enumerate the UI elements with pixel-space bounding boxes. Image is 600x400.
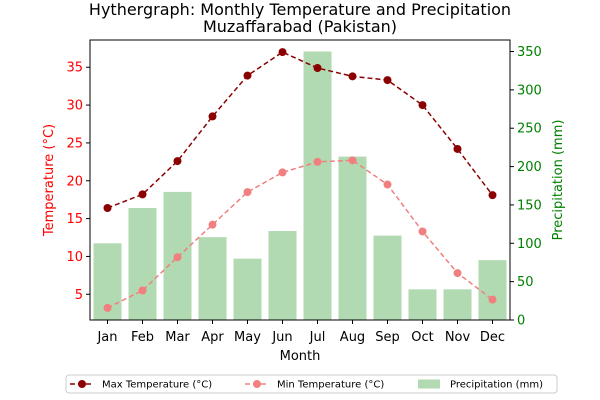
left-tick-label: 10 (66, 250, 83, 265)
right-tick-label: 350 (517, 45, 542, 60)
temperature-point (138, 286, 147, 295)
chart-subtitle: Muzaffarabad (Pakistan) (203, 17, 397, 36)
temperature-point (453, 144, 462, 153)
x-axis-label: Month (280, 349, 321, 364)
x-tick-label: Feb (131, 330, 154, 345)
x-tick-label: May (234, 330, 261, 345)
x-tick-label: Nov (445, 330, 471, 345)
legend-marker-swatch (78, 380, 86, 388)
legend-label: Min Temperature (°C) (277, 380, 384, 391)
temperature-point (103, 204, 112, 212)
precipitation-bar (373, 235, 402, 320)
x-axis: Jan Feb Mar Apr May Jun Jul Aug Sep Oct Nov Dec (96, 320, 505, 345)
temperature-point (418, 227, 427, 236)
chart-title: Hythergraph: Monthly Temperature and Pre… (89, 0, 511, 19)
temperature-point (313, 64, 322, 72)
x-tick-label: Jun (271, 330, 292, 345)
temperature-point (208, 112, 217, 121)
left-tick-label: 30 (66, 99, 83, 114)
precipitation-bar (198, 237, 227, 320)
x-tick-label: Sep (375, 330, 400, 345)
temperature-point (103, 303, 112, 312)
temperature-point (173, 253, 182, 262)
precipitation-bar (233, 258, 262, 320)
right-tick-label: 50 (517, 275, 534, 290)
left-tick-label: 5 (75, 288, 83, 303)
x-tick-label: Aug (340, 330, 365, 345)
temperature-point (243, 188, 252, 197)
temperature-point (453, 269, 462, 278)
x-tick-label: Dec (480, 330, 505, 345)
right-axis: 0 50 100 150 200 250 300 350 (510, 45, 542, 329)
left-axis: 5 10 15 20 25 30 35 (66, 61, 90, 303)
temperature-point (418, 101, 427, 110)
precipitation-bar (268, 231, 297, 320)
right-tick-label: 0 (517, 314, 525, 329)
right-tick-label: 300 (517, 83, 542, 98)
plot-frame (89, 39, 511, 321)
temperature-point (208, 220, 217, 229)
temperature-point (488, 191, 497, 200)
legend-label: Max Temperature (°C) (102, 380, 212, 391)
temperature-point (173, 157, 182, 166)
temperature-point (383, 180, 392, 189)
precipitation-bar (338, 156, 367, 320)
precipitation-bar (408, 289, 437, 320)
temperature-point (138, 190, 147, 199)
x-tick-label: Jan (96, 330, 117, 345)
legend: Max Temperature (°C) Min Temperature (°C)… (65, 374, 558, 394)
precipitation-bar (303, 51, 332, 321)
temperature-line (107, 159, 493, 309)
left-tick-label: 35 (66, 61, 83, 76)
temperature-line (107, 51, 494, 209)
temperature-point (383, 76, 392, 85)
temperature-lines (103, 48, 497, 312)
right-tick-label: 150 (517, 198, 542, 213)
left-tick-label: 20 (66, 174, 83, 189)
temperature-point (348, 156, 357, 165)
legend-bar-swatch (418, 379, 440, 389)
left-axis-label: Temperature (°C) (42, 124, 57, 237)
temperature-point (243, 71, 252, 80)
x-tick-label: Mar (165, 330, 190, 345)
precipitation-bar (443, 289, 472, 320)
x-tick-label: Jul (309, 330, 326, 345)
temperature-point (488, 295, 497, 304)
legend-marker-swatch (253, 380, 261, 388)
right-tick-label: 100 (517, 237, 542, 252)
temperature-point (278, 48, 287, 57)
right-tick-label: 250 (517, 122, 542, 137)
precipitation-bar (128, 208, 157, 320)
right-tick-label: 200 (517, 160, 542, 175)
x-tick-label: Oct (411, 330, 433, 345)
temperature-point (348, 72, 357, 81)
precipitation-bars (93, 51, 507, 321)
legend-label: Precipitation (mm) (450, 380, 543, 391)
right-axis-label: Precipitation (mm) (551, 120, 566, 241)
x-tick-label: Apr (201, 330, 224, 345)
temperature-point (313, 157, 322, 166)
left-tick-label: 15 (66, 212, 83, 227)
temperature-point (278, 168, 287, 177)
left-tick-label: 25 (66, 136, 83, 151)
precipitation-bar (478, 260, 507, 320)
